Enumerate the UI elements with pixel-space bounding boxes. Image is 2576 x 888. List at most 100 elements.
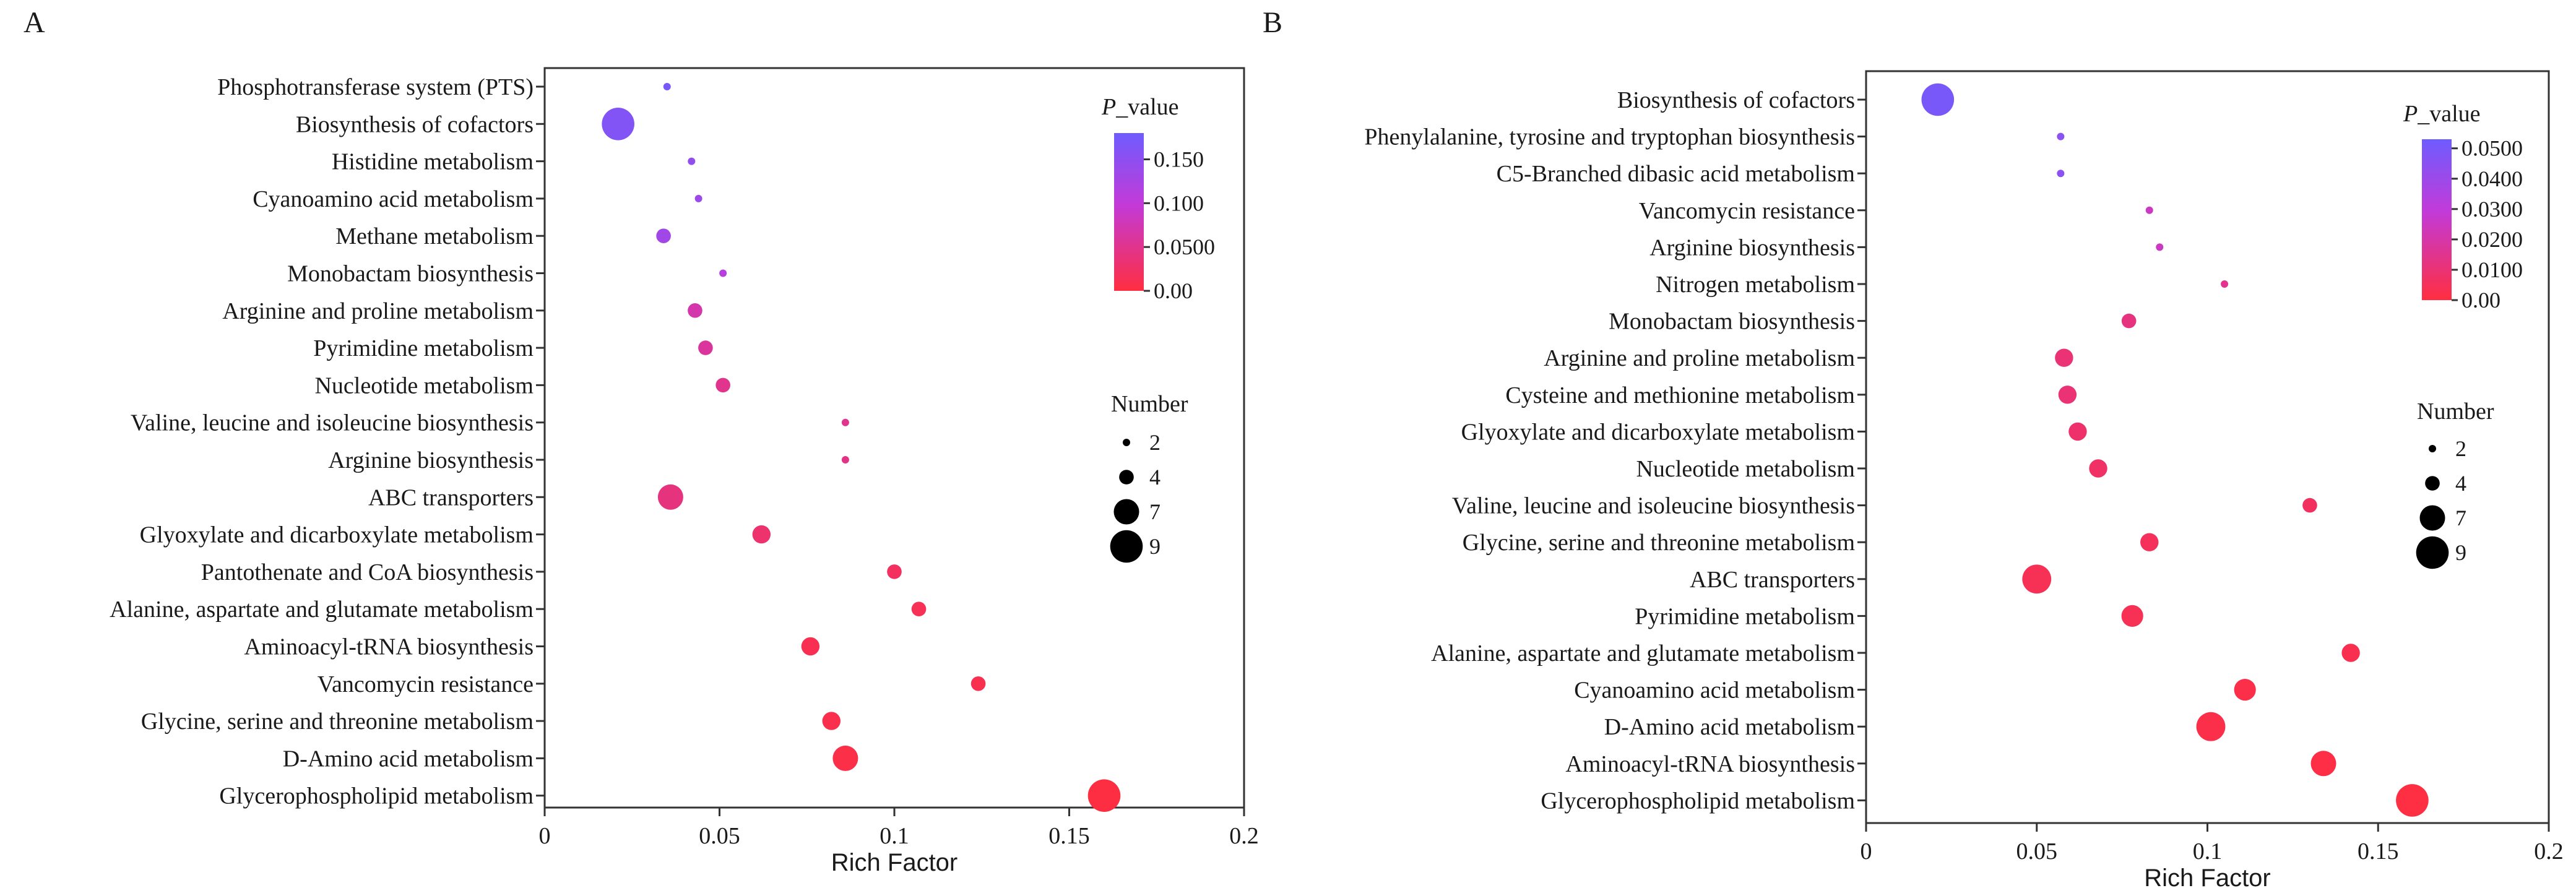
panel-label: B xyxy=(1263,6,1282,39)
x-tick-label: 0.2 xyxy=(1229,823,1259,849)
y-tick-label: Monobactam biosynthesis xyxy=(287,261,534,287)
size-legend-dot xyxy=(1113,499,1139,525)
data-point xyxy=(698,340,713,355)
y-tick-label: Arginine and proline metabolism xyxy=(1544,345,1855,371)
color-legend-title: P_value xyxy=(2403,101,2481,127)
y-tick-label: Aminoacyl-tRNA biosynthesis xyxy=(1565,751,1855,777)
data-point xyxy=(2196,712,2226,741)
color-legend-bar xyxy=(2422,139,2452,300)
x-axis-title: Rich Factor xyxy=(831,849,958,876)
color-legend-title-rest: _value xyxy=(1115,94,1178,120)
x-tick-label: 0.1 xyxy=(2193,838,2223,864)
x-tick-label: 0.1 xyxy=(880,823,909,849)
data-point xyxy=(2055,348,2073,367)
data-point xyxy=(887,564,902,579)
color-legend-tick: 0.0500 xyxy=(2461,136,2523,161)
data-point xyxy=(2121,313,2137,329)
data-point xyxy=(663,83,671,90)
data-point xyxy=(2121,605,2143,627)
data-point xyxy=(2068,422,2087,441)
data-point xyxy=(1921,83,1955,116)
data-point xyxy=(2341,644,2360,662)
data-point xyxy=(2156,243,2164,251)
data-point xyxy=(657,484,683,510)
x-tick-label: 0.05 xyxy=(2016,838,2058,864)
y-tick-label: Valine, leucine and isoleucine biosynthe… xyxy=(1452,493,1855,519)
data-point xyxy=(970,676,986,691)
data-point xyxy=(801,637,820,656)
y-tick-label: Glycerophospholipid metabolism xyxy=(219,783,534,809)
y-tick-label: Vancomycin resistance xyxy=(318,671,534,697)
x-tick-label: 0 xyxy=(1861,838,1872,864)
y-tick-label: Cyanoamino acid metabolism xyxy=(253,186,534,212)
y-tick-label: Glycine, serine and threonine metabolism xyxy=(141,709,534,735)
y-tick-label: Alanine, aspartate and glutamate metabol… xyxy=(1431,640,1855,666)
y-tick-label: Biosynthesis of cofactors xyxy=(1617,87,1855,113)
color-legend-title-italic: P xyxy=(2403,101,2418,127)
data-point xyxy=(694,194,702,202)
y-tick-label: Arginine biosynthesis xyxy=(328,447,534,473)
size-legend-dot xyxy=(1123,439,1130,446)
y-tick-label: Arginine and proline metabolism xyxy=(222,298,534,324)
y-tick-label: Glyoxylate and dicarboxylate metabolism xyxy=(140,522,534,548)
y-tick-label: Glycine, serine and threonine metabolism xyxy=(1463,530,1855,556)
size-legend-title: Number xyxy=(2417,399,2494,425)
x-tick-label: 0.15 xyxy=(1048,823,1090,849)
color-legend-title-rest: _value xyxy=(2417,101,2480,127)
y-tick-label: Cysteine and methionine metabolism xyxy=(1505,382,1855,408)
size-legend-value: 9 xyxy=(2455,540,2466,565)
x-tick-label: 0.05 xyxy=(699,823,740,849)
color-legend-title: P_value xyxy=(1101,94,1179,120)
color-legend-tick: 0.0300 xyxy=(2461,197,2523,222)
size-legend-dot xyxy=(2419,505,2445,531)
y-tick-label: Nucleotide metabolism xyxy=(314,373,534,399)
data-point xyxy=(2058,386,2077,404)
data-point xyxy=(911,601,927,616)
panel-b: B 0 0.05 0.1 0.15 0.2 Rich Factor Biosynthesis … xyxy=(1263,6,2564,888)
color-legend-tick: 0.0100 xyxy=(2461,257,2523,282)
y-tick-label: C5-Branched dibasic acid metabolism xyxy=(1497,161,1855,187)
y-tick-label: Monobactam biosynthesis xyxy=(1609,309,1855,335)
data-point xyxy=(2302,498,2317,513)
x-tick-label: 0.15 xyxy=(2358,838,2399,864)
size-legend-dot xyxy=(1119,470,1134,485)
y-tick-label: Biosynthesis of cofactors xyxy=(296,111,534,137)
y-tick-label: Glyoxylate and dicarboxylate metabolism xyxy=(1461,419,1855,445)
y-tick-label: Glycerophospholipid metabolism xyxy=(1541,788,1855,814)
data-point xyxy=(688,157,696,165)
size-legend-dot xyxy=(2416,536,2449,569)
size-legend-value: 4 xyxy=(2455,471,2466,496)
data-point xyxy=(2057,170,2065,178)
color-legend-title-italic: P xyxy=(1101,94,1116,120)
size-legend-value: 4 xyxy=(1149,465,1160,489)
x-tick-label: 0 xyxy=(539,823,551,849)
size-legend-title: Number xyxy=(1111,391,1188,417)
data-point xyxy=(2221,280,2229,288)
data-point xyxy=(602,108,634,140)
y-tick-label: Cyanoamino acid metabolism xyxy=(1574,678,1855,704)
y-tick-label: Pyrimidine metabolism xyxy=(313,335,534,361)
data-point xyxy=(2310,751,2336,777)
data-point xyxy=(822,712,841,730)
data-point xyxy=(841,418,849,426)
x-tick-label: 0.2 xyxy=(2534,838,2564,864)
size-legend-value: 2 xyxy=(2455,436,2466,461)
data-point xyxy=(688,303,702,318)
data-point xyxy=(719,269,727,277)
data-point xyxy=(832,745,858,771)
color-legend-bar xyxy=(1114,133,1144,291)
y-tick-label: D-Amino acid metabolism xyxy=(283,746,534,772)
data-point xyxy=(841,456,849,463)
data-point xyxy=(752,525,771,544)
data-point xyxy=(2140,533,2159,551)
size-legend-value: 9 xyxy=(1149,534,1160,559)
data-point xyxy=(2145,206,2153,214)
data-point xyxy=(2022,564,2052,594)
y-tick-label: Phenylalanine, tyrosine and tryptophan b… xyxy=(1364,124,1855,150)
color-legend-tick: 0.0500 xyxy=(1154,235,1215,259)
color-legend-tick: 0.100 xyxy=(1154,191,1204,215)
color-legend-tick: 0.150 xyxy=(1154,147,1204,172)
data-point xyxy=(2234,679,2256,701)
y-tick-label: Pantothenate and CoA biosynthesis xyxy=(201,559,534,585)
